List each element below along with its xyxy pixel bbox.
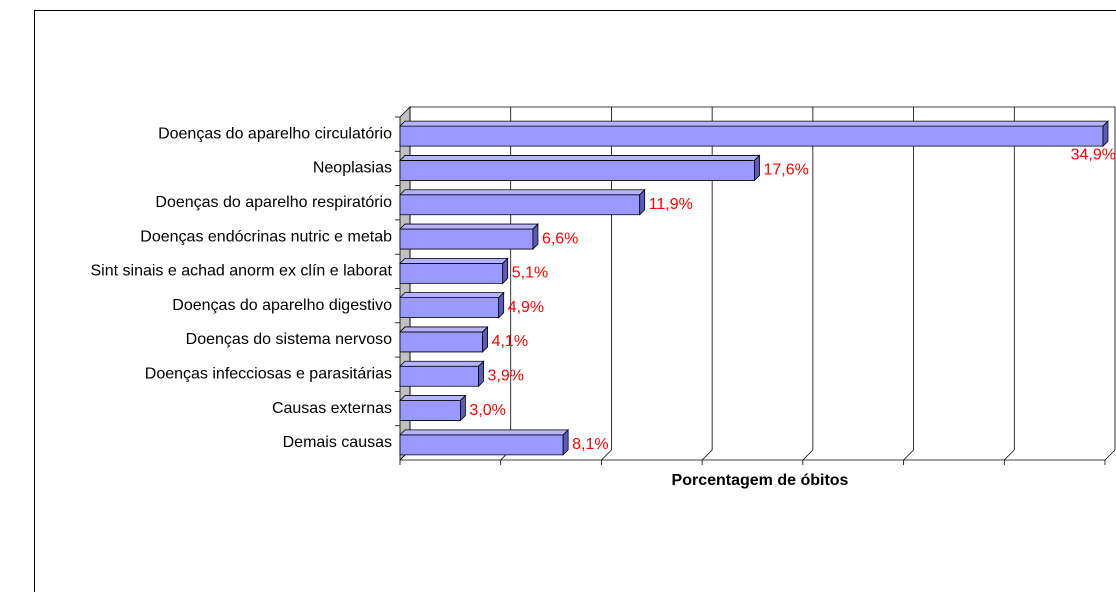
bar (399, 154, 761, 182)
y-tick-label: Doenças endócrinas nutric e metab (140, 228, 392, 245)
bar-face (399, 125, 1104, 147)
value-label: 5,1% (512, 265, 548, 282)
y-tick-label: Sint sinais e achad anorm ex clín e labo… (91, 263, 393, 280)
bar-face (399, 395, 467, 401)
bar-face (498, 291, 505, 319)
floor-line (601, 449, 612, 461)
bar-face (502, 257, 509, 285)
bar-face (399, 155, 761, 161)
bar-face (478, 360, 484, 388)
value-label: 17,6% (764, 162, 809, 179)
bar (399, 325, 489, 353)
bar-face (399, 262, 504, 284)
bar (399, 291, 505, 319)
value-label: 34,9% (1071, 146, 1116, 163)
chart-frame (34, 10, 1116, 592)
floor-line (802, 449, 814, 461)
bar-face (399, 434, 564, 456)
y-tick-label: Doenças do aparelho circulatório (158, 125, 392, 142)
bar-face (639, 188, 646, 216)
bar-face (399, 160, 755, 181)
bar-face (399, 365, 479, 387)
bar-face (1102, 120, 1109, 148)
bar-face (562, 428, 569, 456)
bar-face (399, 400, 461, 421)
y-tick-label: Doenças do aparelho digestivo (172, 297, 392, 314)
bar (399, 394, 467, 422)
bar-face (399, 292, 505, 299)
bar (399, 120, 1109, 148)
bar-face (399, 189, 646, 196)
bar (399, 188, 646, 216)
bar-face (460, 394, 466, 422)
bar-face (399, 194, 641, 216)
bar (399, 360, 485, 388)
x-axis-title: Porcentagem de óbitos (672, 472, 849, 489)
value-label: 4,9% (508, 299, 544, 316)
value-label: 3,0% (469, 402, 505, 419)
bar-face (399, 257, 509, 264)
value-label: 6,6% (542, 230, 578, 247)
bar (399, 223, 539, 251)
value-label: 8,1% (572, 436, 608, 453)
bar (399, 257, 509, 285)
floor-line (1004, 449, 1015, 461)
floor-line (1104, 449, 1116, 461)
bar-face (399, 297, 500, 319)
value-label: 3,9% (488, 367, 524, 384)
bar (399, 428, 570, 456)
y-tick-label: Causas externas (272, 400, 392, 417)
bar-face (482, 325, 488, 353)
bar-face (399, 360, 485, 367)
y-tick-label: Doenças do sistema nervoso (186, 331, 392, 348)
bar-face (399, 331, 483, 353)
value-label: 4,1% (492, 333, 528, 350)
y-tick-label: Doenças do aparelho respiratório (155, 194, 392, 211)
y-tick-label: Demais causas (283, 434, 392, 451)
y-tick-label: Neoplasias (313, 160, 392, 177)
y-tick-label: Doenças infecciosas e parasitárias (145, 365, 392, 382)
bar-face (754, 154, 760, 182)
floor-line (903, 449, 914, 461)
value-label: 11,9% (649, 196, 693, 213)
bar-face (399, 223, 539, 230)
floor-line (701, 449, 713, 461)
bar-face (399, 326, 489, 333)
bar-face (399, 228, 534, 250)
bar-face (399, 120, 1109, 127)
bar-face (399, 429, 570, 436)
bar-face (532, 223, 539, 251)
